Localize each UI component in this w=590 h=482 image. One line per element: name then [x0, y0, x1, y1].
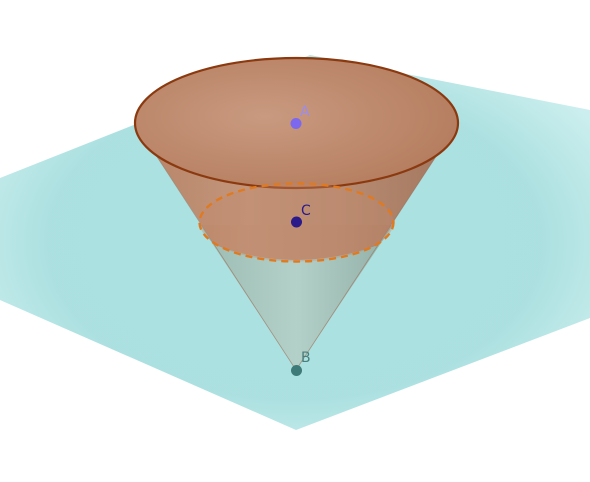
- point-a[interactable]: [290, 118, 302, 129]
- point-a-label: A: [300, 104, 310, 120]
- cone-generatrix-left: [134, 122, 297, 371]
- point-b[interactable]: [291, 365, 302, 376]
- point-b-label: B: [301, 350, 311, 366]
- point-c[interactable]: [291, 216, 302, 228]
- cone-generatrix-right: [295, 122, 459, 371]
- lower-cone-surface: [200, 225, 393, 370]
- point-c-label: C: [301, 203, 311, 219]
